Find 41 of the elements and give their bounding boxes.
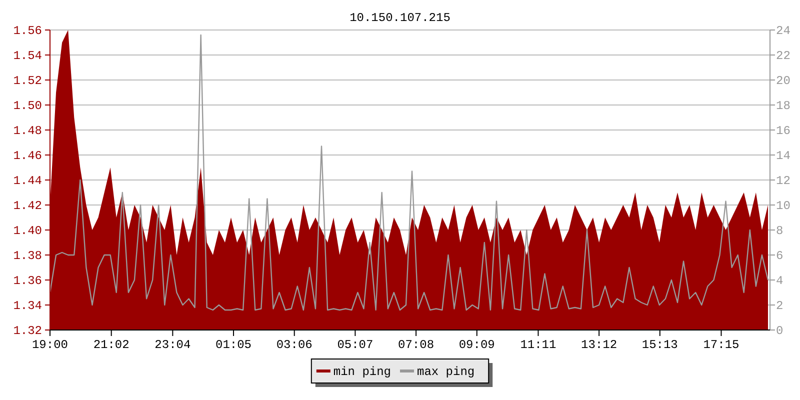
y-tick-label: 1.34 (13, 299, 42, 314)
y2-tick-label: 2 (776, 299, 784, 314)
y2-tick-label: 16 (776, 124, 790, 138)
legend-label: max ping (417, 365, 475, 380)
y2-tick-label: 24 (776, 24, 790, 38)
x-tick-label: 17:15 (703, 338, 740, 352)
y2-tick-label: 10 (776, 199, 790, 214)
y-tick-label: 1.54 (13, 49, 42, 64)
y-tick-label: 1.52 (13, 74, 42, 88)
x-tick-label: 01:05 (216, 338, 252, 352)
y2-tick-label: 12 (776, 174, 790, 188)
x-tick-label: 21:02 (93, 338, 130, 352)
y2-tick-label: 14 (776, 149, 790, 164)
x-tick-label: 23:04 (154, 338, 191, 352)
y2-tick-label: 4 (776, 274, 784, 288)
y-tick-label: 1.48 (13, 124, 42, 138)
y-tick-label: 1.36 (13, 274, 42, 288)
y-tick-label: 1.50 (13, 99, 42, 114)
y2-tick-label: 8 (776, 224, 784, 238)
x-tick-label: 07:08 (398, 338, 434, 352)
chart-title: 10.150.107.215 (350, 11, 450, 25)
y-tick-label: 1.40 (13, 224, 42, 238)
legend-label: min ping (333, 365, 392, 380)
y-tick-label: 1.42 (13, 199, 42, 214)
y2-tick-label: 22 (776, 49, 790, 64)
y2-tick-label: 0 (776, 324, 784, 338)
x-tick-label: 05:07 (337, 338, 374, 352)
y-tick-label: 1.56 (13, 24, 42, 38)
x-tick-label: 13:12 (581, 338, 618, 352)
y2-tick-label: 6 (776, 249, 784, 264)
y-tick-label: 1.38 (13, 249, 42, 264)
y-tick-label: 1.44 (13, 174, 42, 188)
x-tick-label: 19:00 (32, 338, 68, 352)
x-tick-label: 09:09 (458, 338, 495, 352)
y-tick-label: 1.32 (13, 324, 42, 338)
x-tick-label: 11:11 (520, 338, 556, 352)
x-tick-label: 15:13 (642, 338, 678, 352)
y-tick-label: 1.46 (13, 149, 42, 164)
y2-tick-label: 18 (776, 99, 790, 114)
x-tick-label: 03:06 (276, 338, 312, 352)
y2-tick-label: 20 (776, 74, 790, 88)
